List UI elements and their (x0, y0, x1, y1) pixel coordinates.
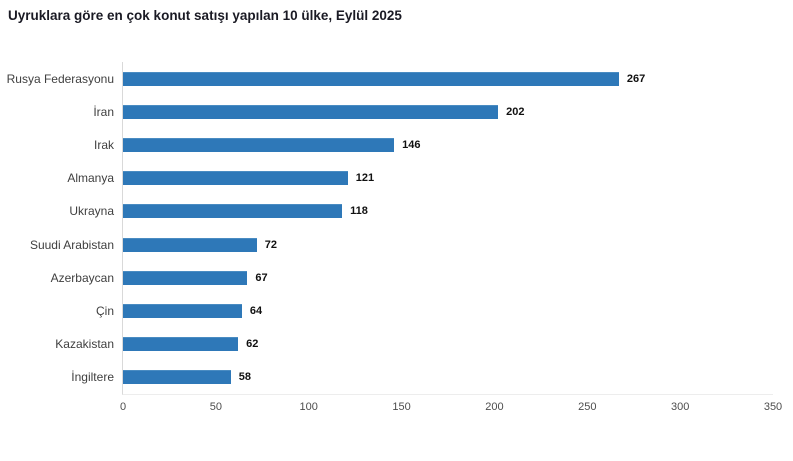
category-label: Azerbaycan (50, 270, 114, 285)
category-label: İngiltere (71, 370, 114, 385)
bar[interactable] (123, 270, 248, 285)
bar[interactable] (123, 104, 499, 119)
bar-row: Rusya Federasyonu 267 (7, 62, 773, 95)
value-label: 267 (626, 72, 646, 85)
x-tick-label: 150 (392, 401, 411, 413)
x-tick-label: 50 (209, 401, 222, 413)
x-tick-label: 200 (485, 401, 504, 413)
bar-row: Azerbaycan 67 (51, 261, 773, 294)
bar-row: Kazakistan 62 (55, 328, 773, 361)
category-label: Almanya (67, 171, 114, 186)
value-label: 67 (255, 271, 268, 284)
plot-area: Rusya Federasyonu 267 İran 202 Irak 146 Almany… (7, 62, 782, 413)
value-label: 118 (350, 205, 368, 218)
value-label: 202 (506, 105, 525, 118)
x-tick-label: 300 (670, 401, 690, 413)
category-label: Çin (95, 303, 114, 318)
x-tick-label: 0 (119, 401, 127, 413)
bar[interactable] (123, 303, 242, 318)
x-tick-label: 250 (578, 401, 597, 413)
bar-row: Irak 146 (94, 128, 773, 161)
value-label: 64 (249, 304, 263, 317)
bar[interactable] (123, 137, 395, 152)
x-tick-label: 350 (763, 401, 783, 413)
value-label: 146 (402, 138, 421, 151)
category-label: Irak (93, 137, 114, 152)
value-label: 62 (246, 338, 259, 351)
category-label: Kazakistan (55, 337, 114, 352)
bar[interactable] (123, 204, 343, 219)
category-label: Ukrayna (69, 204, 114, 219)
value-label: 72 (264, 238, 277, 251)
bar-row: Almanya 121 (67, 162, 773, 195)
value-label: 58 (238, 371, 251, 384)
bar-row: İngiltere 58 (71, 361, 773, 394)
bar[interactable] (123, 370, 231, 385)
bar-row: Ukrayna 118 (69, 195, 773, 228)
category-label: Suudi Arabistan (29, 237, 114, 252)
value-label: 121 (355, 172, 375, 185)
bar[interactable] (123, 71, 619, 86)
bar[interactable] (123, 171, 348, 186)
chart-title: Uyruklara göre en çok konut satışı yapıl… (8, 8, 402, 23)
bar[interactable] (123, 237, 257, 252)
bar-row: Çin 64 (96, 294, 773, 327)
bar-row: İran 202 (93, 95, 773, 128)
bar[interactable] (123, 337, 239, 352)
x-tick-label: 100 (299, 401, 318, 413)
category-label: İran (93, 104, 114, 119)
category-label: Rusya Federasyonu (6, 71, 114, 86)
bar-row: Suudi Arabistan 72 (30, 228, 773, 261)
